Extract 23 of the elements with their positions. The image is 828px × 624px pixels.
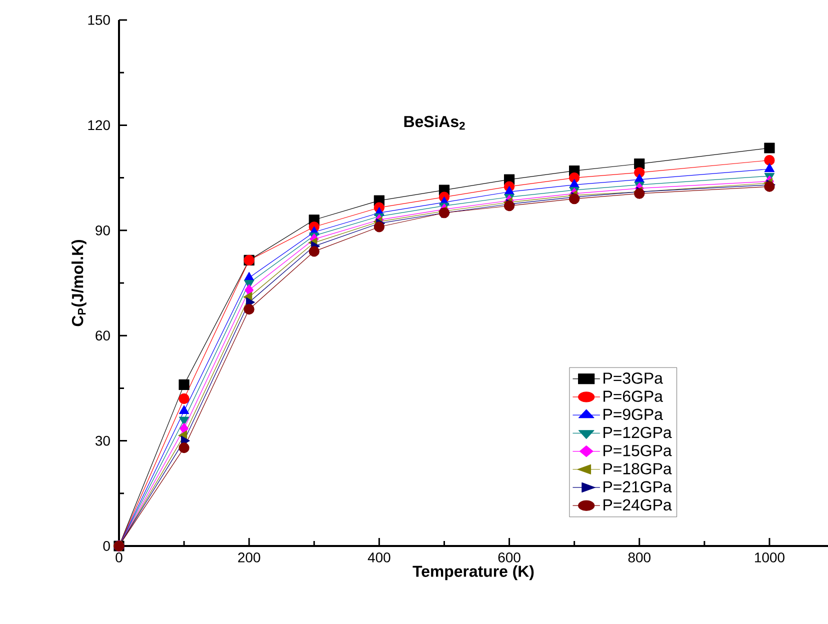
x-tick-label: 0 xyxy=(116,552,122,562)
x-tick-label: 600 xyxy=(498,552,520,562)
x-tick-label: 1000 xyxy=(755,552,784,562)
legend-label: P=24GPa xyxy=(604,499,672,511)
legend-label: P=15GPa xyxy=(604,444,672,456)
legend-label: P=9GPa xyxy=(604,408,663,420)
legend-label: P=6GPa xyxy=(604,390,663,402)
y-axis-title: C$_{P}$(J/mol.K) xyxy=(72,240,86,326)
x-tick-label: 400 xyxy=(368,552,390,562)
legend-label: P=3GPa xyxy=(604,372,663,384)
y-tick-label: 60 xyxy=(96,330,110,341)
legend-label: P=12GPa xyxy=(604,426,672,438)
x-tick-label: 800 xyxy=(628,552,650,562)
y-tick-label: 0 xyxy=(103,541,110,551)
y-tick-label: 90 xyxy=(96,225,110,236)
x-axis-title: Temperature (K) xyxy=(412,565,534,580)
y-tick-label: 150 xyxy=(88,15,110,25)
text: BeSiAs$_{2}$ xyxy=(404,116,465,130)
legend-label: P=21GPa xyxy=(604,481,672,492)
y-tick-label: 120 xyxy=(88,120,110,130)
y-tick-label: 30 xyxy=(96,436,110,446)
legend-label: P=18GPa xyxy=(604,463,672,474)
x-tick-label: 200 xyxy=(238,552,260,562)
